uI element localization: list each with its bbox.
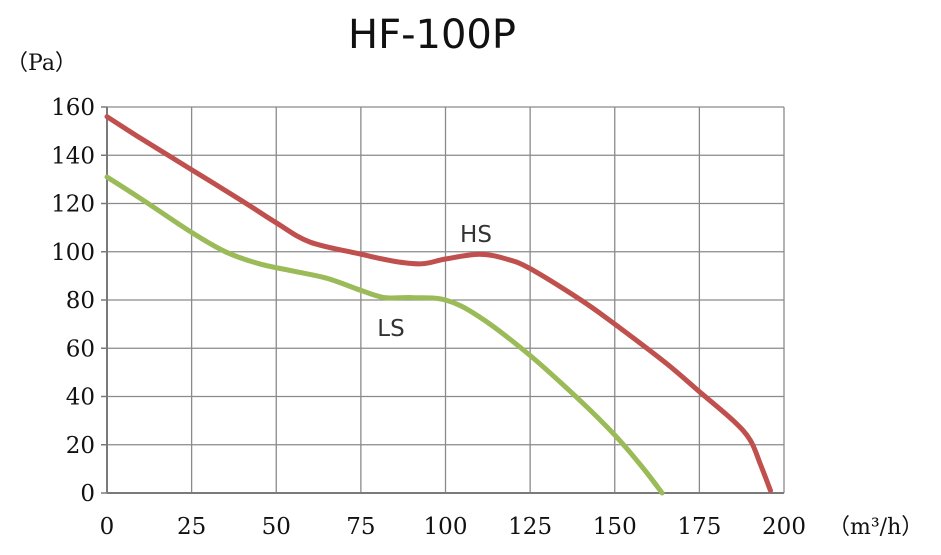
x-tick-label: 150 bbox=[593, 514, 637, 540]
x-tick-label: 50 bbox=[262, 514, 291, 540]
y-tick-label: 0 bbox=[80, 481, 95, 507]
x-tick-label: 100 bbox=[424, 514, 468, 540]
x-tick-label: 125 bbox=[508, 514, 552, 540]
y-tick-label: 60 bbox=[66, 336, 95, 362]
y-tick-label: 160 bbox=[51, 95, 95, 121]
x-tick-label: 75 bbox=[346, 514, 375, 540]
y-tick-label: 120 bbox=[51, 192, 95, 218]
y-tick-labels: 0 20 40 60 80 100 120 140 160 bbox=[51, 95, 95, 507]
x-tick-label: 25 bbox=[177, 514, 206, 540]
x-tick-label: 175 bbox=[677, 514, 721, 540]
y-tick-label: 100 bbox=[51, 240, 95, 266]
series-label-hs: HS bbox=[460, 222, 492, 248]
y-tick-label: 80 bbox=[66, 288, 95, 314]
y-tick-label: 140 bbox=[51, 143, 95, 169]
y-axis-unit: （Pa） bbox=[6, 51, 77, 76]
y-tick-label: 20 bbox=[66, 433, 95, 459]
series-group bbox=[104, 114, 773, 496]
y-tick-label: 40 bbox=[66, 385, 95, 411]
axes bbox=[101, 106, 784, 494]
x-tick-label: 0 bbox=[100, 514, 115, 540]
series-line-hs bbox=[104, 114, 773, 494]
x-tick-label: 200 bbox=[762, 514, 806, 540]
series-label-ls: LS bbox=[377, 316, 404, 342]
x-axis-unit: （m³/h） bbox=[828, 515, 923, 540]
chart-title: HF-100P bbox=[348, 12, 516, 58]
series-line-ls bbox=[104, 174, 665, 496]
x-tick-labels: 0 25 50 75 100 125 150 175 200 bbox=[100, 514, 806, 540]
